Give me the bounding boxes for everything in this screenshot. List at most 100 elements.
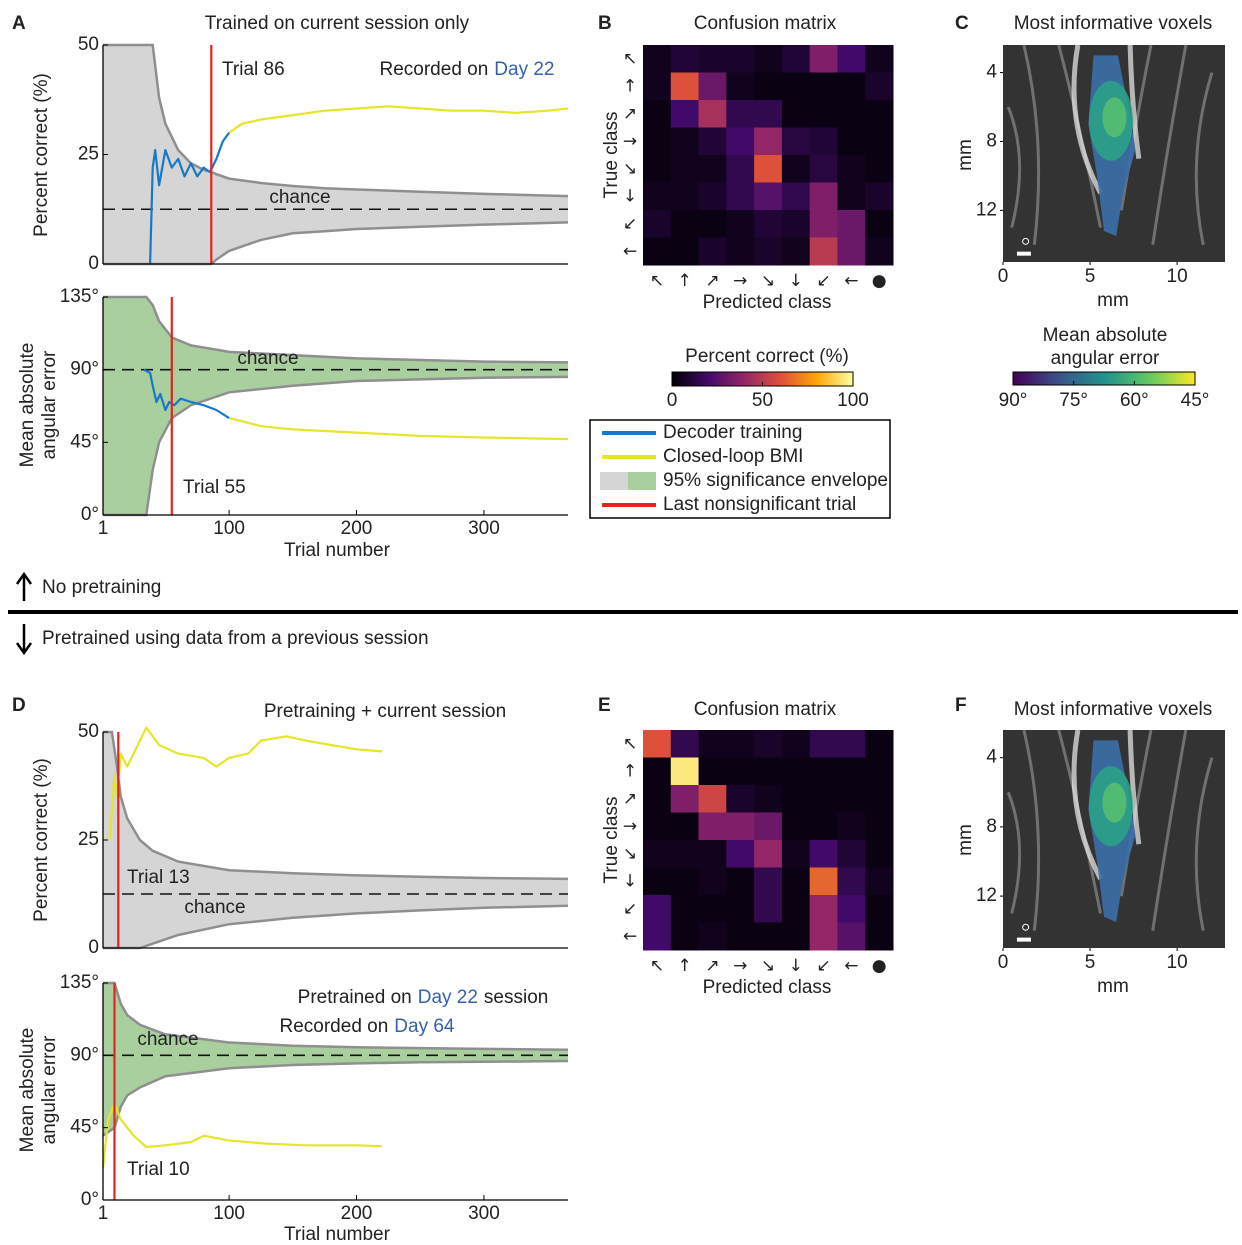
matrix-cell [670, 730, 700, 758]
annotation: Recorded on Day 22 [380, 59, 555, 80]
matrix-cell [809, 127, 838, 156]
matrix-cell [865, 182, 894, 211]
scale-bar [1016, 251, 1031, 256]
matrix-cell [670, 840, 700, 868]
trial-label: Trial 10 [127, 1159, 190, 1180]
matrix-cell [726, 785, 755, 813]
matrix-cell [670, 812, 700, 841]
y-tick-label: 45° [70, 1117, 99, 1138]
matrix-cell [726, 182, 755, 211]
matrix-cell [698, 730, 727, 758]
x-tick-label: 5 [1085, 952, 1096, 973]
column-label: ↓ [789, 956, 803, 976]
matrix-cell [781, 210, 811, 238]
matrix-cell [837, 210, 866, 238]
y-axis-label: True class [601, 112, 622, 199]
matrix-cell [698, 72, 727, 101]
matrix-cell [837, 127, 866, 156]
matrix-cell [698, 757, 727, 786]
row-label: ↘ [623, 159, 637, 179]
envelope-upper-edge [103, 981, 569, 1051]
y-tick-label: 0 [88, 937, 99, 958]
image-texture [1194, 72, 1214, 246]
matrix-cell [754, 730, 783, 758]
matrix-cell [781, 757, 811, 786]
column-label: → [733, 956, 747, 976]
panel-letter: B [598, 13, 612, 34]
matrix-cell [726, 895, 755, 923]
matrix-cell [781, 182, 811, 211]
column-label: ● [872, 956, 887, 976]
matrix-cell [809, 895, 838, 923]
x-axis-label: Predicted class [703, 292, 832, 313]
legend-box [589, 419, 891, 519]
matrix-cell [865, 730, 894, 758]
row-label: → [623, 131, 637, 151]
panel-letter: C [955, 13, 969, 34]
matrix-cell [809, 840, 838, 868]
matrix-cell [670, 155, 700, 183]
matrix-cell [726, 922, 755, 951]
series-line [149, 131, 230, 265]
panel-letter: E [598, 695, 611, 716]
matrix-cell [865, 45, 894, 73]
matrix-cell [726, 840, 755, 868]
x-axis-label: Trial number [284, 540, 391, 561]
colorbar-tick-label: 100 [837, 390, 869, 411]
y-tick-label: 135° [60, 286, 99, 307]
matrix-cell [837, 867, 866, 896]
legend-swatch [600, 472, 628, 490]
matrix-cell [865, 812, 894, 841]
matrix-cell [643, 785, 672, 813]
matrix-cell [726, 127, 755, 156]
column-label: → [733, 271, 747, 291]
image-texture [1022, 729, 1041, 931]
matrix-cell [781, 840, 811, 868]
chart-title: Confusion matrix [694, 699, 837, 720]
section-label: Pretrained using data from a previous se… [42, 628, 429, 649]
matrix-cell [698, 127, 727, 156]
matrix-cell [754, 812, 783, 841]
envelope-lower-edge [102, 1059, 569, 1137]
matrix-cell [781, 785, 811, 813]
matrix-cell [865, 922, 894, 951]
matrix-cell [809, 922, 838, 951]
series-line [228, 417, 569, 441]
annotation-part: Recorded on [380, 59, 489, 80]
column-label: ↙ [816, 271, 830, 291]
y-tick-label: 12 [976, 885, 997, 906]
matrix-cell [754, 210, 783, 238]
panel-letter: D [12, 695, 26, 716]
y-tick-label: 4 [986, 747, 997, 768]
chart-title: Pretraining + current session [264, 701, 506, 722]
matrix-cell [837, 45, 866, 73]
chart-title: Confusion matrix [694, 13, 837, 34]
matrix-cell [837, 100, 866, 128]
matrix-cell [643, 730, 672, 758]
y-axis-label: Mean absolute [17, 1028, 38, 1153]
matrix-cell [781, 812, 811, 841]
matrix-cell [865, 127, 894, 156]
matrix-cell [670, 237, 700, 266]
column-label: ↗ [705, 956, 719, 976]
colorbar-tick-label: 0 [667, 390, 678, 411]
matrix-cell [781, 895, 811, 923]
matrix-cell [643, 100, 672, 128]
matrix-cell [643, 127, 672, 156]
matrix-cell [670, 127, 700, 156]
y-axis-label: True class [601, 797, 622, 884]
matrix-cell [809, 730, 838, 758]
image-texture [1071, 729, 1103, 880]
chart-title: Trained on current session only [205, 13, 470, 34]
x-tick-label: 10 [1167, 952, 1188, 973]
x-tick-label: 200 [341, 1203, 373, 1224]
matrix-cell [865, 867, 894, 896]
matrix-cell [809, 237, 838, 266]
matrix-cell [781, 100, 811, 128]
annotation-part: Pretrained on [298, 987, 412, 1008]
image-texture [1006, 791, 1022, 914]
y-tick-label: 25 [78, 829, 99, 850]
row-label: ↙ [623, 899, 637, 919]
matrix-cell [809, 785, 838, 813]
